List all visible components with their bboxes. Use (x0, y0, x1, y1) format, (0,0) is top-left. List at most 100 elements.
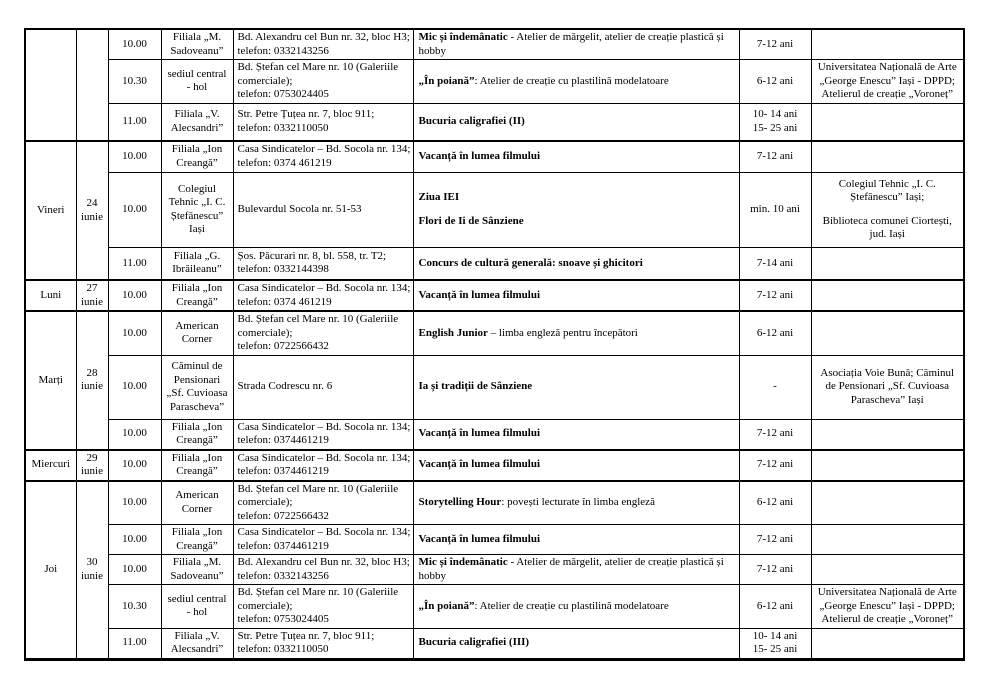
address-cell: Strada Codrescu nr. 6 (232, 354, 414, 420)
schedule-row: Vineri 24 iunie 10.00 Filiala „Ion Crean… (24, 140, 965, 281)
event-cell: Mic și îndemânatic - Atelier de mărgelit… (412, 28, 740, 60)
time-cell: 10.30 (107, 584, 162, 629)
address-line: Bd. Alexandru cel Bun nr. 32, bloc H3; (237, 31, 410, 43)
event-cell: Ziua IEI Flori de Ii de Sânziene (412, 171, 740, 248)
event-desc: - Atelier de mărgelit, atelier de creați… (418, 31, 724, 57)
address-line: Bd. Ștefan cel Mare nr. 10 (Galeriile co… (237, 482, 399, 509)
address-line: Casa Sindicatelor – Bd. Socola nr. 134; (237, 451, 411, 464)
day-cell: Miercuri (24, 448, 77, 481)
event-cell: Ia și tradiții de Sânziene (412, 354, 740, 420)
day-cell: Joi (24, 479, 77, 660)
venue-cell: American Corner (160, 479, 234, 525)
date-cell: 30 iunie (75, 479, 109, 660)
age-cell: 7-12 ani (738, 140, 812, 173)
schedule-row: 11.00 Filiala „V. Alecsandri” Str. Petre… (25, 102, 965, 142)
venue-cell: Filiala „M. Sadoveanu” (160, 554, 234, 585)
phone-line: telefon: 0374461219 (237, 539, 329, 552)
age-range-1: 10- 14 ani (752, 629, 798, 642)
age-cell: 7-12 ani (738, 28, 812, 60)
phone-line: telefon: 0332144398 (237, 263, 329, 276)
address-line: Bd. Ștefan cel Mare nr. 10 (Galeriile co… (237, 313, 399, 339)
schedule-row: 11.00 Filiala „G. Ibrăileanu” Șos. Păcur… (25, 246, 965, 281)
day-cell: Vineri (24, 140, 77, 281)
address-line: Șos. Păcurari nr. 8, bl. 558, tr. T2; (237, 249, 387, 262)
date-cell: 29 iunie (75, 448, 109, 481)
address-cell: Casa Sindicatelor – Bd. Socola nr. 134; … (232, 279, 414, 312)
address-cell: Șos. Păcurari nr. 8, bl. 558, tr. T2; te… (232, 246, 414, 281)
partner-line-1: Colegiul Tehnic „I. C. Ștefănescu” Iași; (838, 177, 936, 204)
address-cell: Casa Sindicatelor – Bd. Socola nr. 134; … (232, 418, 414, 450)
schedule-row: 10.30 sediul central - hol Bd. Ștefan ce… (25, 59, 965, 104)
age-cell: 7-12 ani (738, 279, 812, 312)
address-cell: Bd. Alexandru cel Bun nr. 32, bloc H3; t… (232, 554, 414, 585)
event-title: „În poiană” (418, 599, 475, 612)
age-cell: 10- 14 ani 15- 25 ani (738, 102, 812, 142)
phone-line: telefon: 0374461219 (237, 465, 329, 477)
partner-cell (810, 28, 965, 60)
age-cell: 7-14 ani (738, 246, 812, 281)
address-line: Bd. Ștefan cel Mare nr. 10 (Galeriile co… (237, 586, 399, 612)
schedule-row: 10.00 Filiala „M. Sadoveanu” Bd. Alexand… (25, 554, 965, 585)
venue-cell: Filiala „V. Alecsandri” (160, 102, 234, 142)
venue-cell: Filiala „Ion Creangă” (160, 448, 234, 481)
time-cell: 10.00 (107, 279, 162, 312)
venue-cell: Filiala „Ion Creangă” (160, 418, 234, 450)
event-title: Vacanță în lumea filmului (418, 150, 541, 162)
address-line: Str. Petre Țuțea nr. 7, bloc 911; (237, 108, 375, 121)
venue-cell: Filiala „Ion Creangă” (160, 279, 234, 312)
event-cell: Vacanță în lumea filmului (412, 279, 740, 312)
phone-line: telefon: 0374 461219 (237, 156, 332, 169)
address-line: Str. Petre Țuțea nr. 7, bloc 911; (237, 629, 375, 642)
partner-cell (810, 140, 965, 173)
event-desc: : Atelier de creație cu plastilină model… (474, 599, 669, 612)
event-title: English Junior (418, 326, 488, 339)
age-cell: - (738, 354, 812, 420)
venue-cell: Filiala „G. Ibrăileanu” (160, 246, 234, 281)
age-cell: 7-12 ani (738, 524, 812, 555)
time-cell: 10.00 (107, 448, 162, 481)
phone-line: telefon: 0374 461219 (237, 295, 332, 308)
event-cell: „În poiană”: Atelier de creație cu plast… (412, 59, 740, 104)
phone-line: telefon: 0374461219 (237, 434, 329, 446)
time-cell: 10.00 (107, 524, 162, 555)
event-title: Mic și îndemânatic (418, 556, 508, 568)
schedule-row: 10.00 Filiala „Ion Creangă” Casa Sindica… (25, 524, 965, 555)
phone-line: telefon: 0753024405 (237, 613, 329, 625)
schedule-row: 10.00 Căminul de Pensionari „Sf. Cuvioas… (25, 354, 965, 420)
event-title: Vacanță în lumea filmului (418, 288, 541, 301)
age-cell: 6-12 ani (738, 310, 812, 356)
event-cell: Vacanță în lumea filmului (412, 418, 740, 450)
partner-cell: Asociația Voie Bună; Căminul de Pensiona… (810, 354, 965, 420)
partner-cell (810, 627, 965, 660)
address-cell: Bd. Ștefan cel Mare nr. 10 (Galeriile co… (232, 310, 414, 356)
phone-line: telefon: 0722566432 (237, 509, 329, 522)
event-title-2: Flori de Ii de Sânziene (418, 214, 524, 227)
phone-line: telefon: 0332143256 (237, 44, 329, 57)
event-title: Vacanță în lumea filmului (418, 458, 541, 471)
event-cell: „În poiană”: Atelier de creație cu plast… (412, 584, 740, 629)
venue-cell: Filiala „M. Sadoveanu” (160, 28, 234, 60)
age-cell: 7-12 ani (738, 418, 812, 450)
venue-cell: sediul central - hol (160, 584, 234, 629)
event-desc: – limba engleză pentru începători (487, 326, 638, 339)
partner-cell: Universitatea Națională de Arte „George … (810, 59, 965, 104)
schedule-row: 10.00 Colegiul Tehnic „I. C. Ștefănescu”… (25, 171, 965, 248)
date-cell: 27 iunie (75, 279, 109, 312)
partner-cell (810, 102, 965, 142)
event-cell: Vacanță în lumea filmului (412, 524, 740, 555)
age-cell: 10- 14 ani 15- 25 ani (738, 627, 812, 660)
age-cell: 7-12 ani (738, 554, 812, 585)
age-range-1: 10- 14 ani (752, 108, 798, 121)
phone-line: telefon: 0753024405 (237, 88, 329, 100)
partner-cell: Colegiul Tehnic „I. C. Ștefănescu” Iași;… (810, 171, 965, 248)
address-cell: Casa Sindicatelor – Bd. Socola nr. 134; … (232, 448, 414, 481)
age-cell: min. 10 ani (738, 171, 812, 248)
address-cell: Casa Sindicatelor – Bd. Socola nr. 134; … (232, 524, 414, 555)
event-title: „În poiană” (418, 74, 475, 87)
address-line: Bd. Alexandru cel Bun nr. 32, bloc H3; (237, 556, 410, 568)
time-cell: 11.00 (107, 102, 162, 142)
partner-cell (810, 246, 965, 281)
address-cell: Bd. Ștefan cel Mare nr. 10 (Galeriile co… (232, 59, 414, 104)
time-cell: 10.30 (107, 59, 162, 104)
partner-cell (810, 479, 965, 525)
